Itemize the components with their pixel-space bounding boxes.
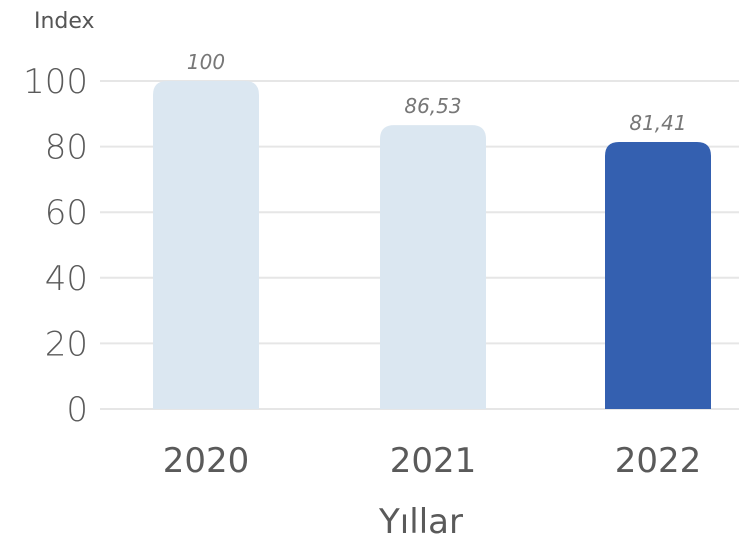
x-tick-label: 2022 (615, 441, 702, 481)
y-tick-label: 20 (45, 324, 88, 364)
data-label-2020: 100 (187, 50, 225, 74)
x-axis-title: Yıllar (378, 502, 463, 542)
y-axis-title: Index (34, 9, 95, 34)
y-axis-ticks: 0 20 40 60 80 100 (23, 62, 88, 430)
x-axis-ticks: 2020 2021 2022 (163, 441, 702, 481)
y-tick-label: 60 (45, 193, 88, 233)
data-label-2021: 86,53 (404, 94, 461, 118)
data-label-2022: 81,41 (629, 111, 686, 135)
data-labels: 100 86,53 81,41 (187, 50, 687, 135)
bar-2021 (380, 125, 486, 409)
y-tick-label: 0 (66, 390, 88, 430)
bar-2022 (605, 141, 711, 409)
bar-2020 (153, 81, 259, 409)
x-tick-label: 2021 (390, 441, 477, 481)
y-tick-label: 100 (23, 62, 88, 102)
y-tick-label: 80 (45, 128, 88, 168)
x-tick-label: 2020 (163, 441, 250, 481)
bars (153, 81, 711, 409)
y-tick-label: 40 (45, 259, 88, 299)
